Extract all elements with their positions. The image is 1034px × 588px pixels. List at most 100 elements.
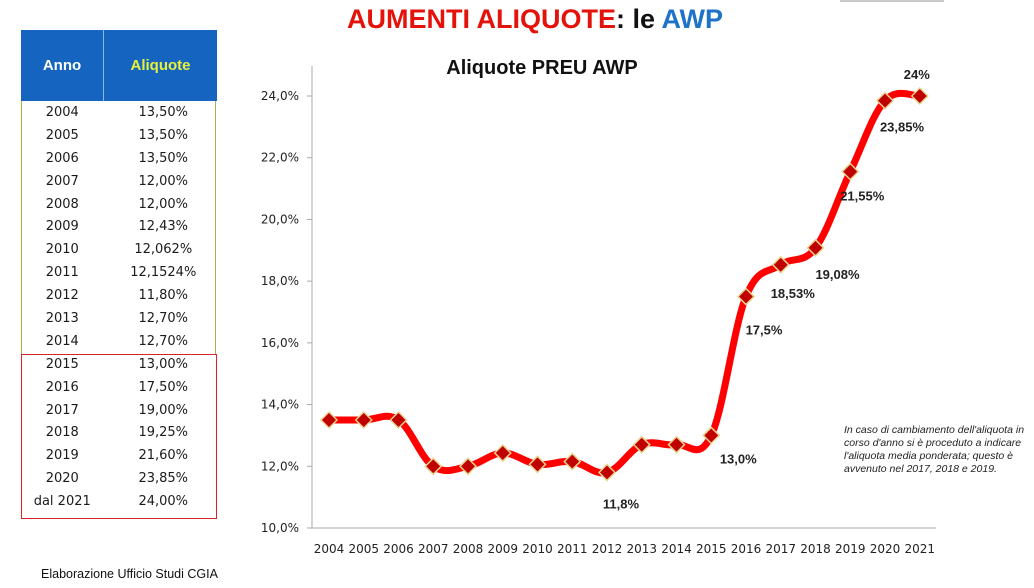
data-point-marker (771, 255, 790, 274)
title-part-le: : le (615, 4, 662, 34)
table-body: 2004 13,50% 2005 13,50% 2006 13,50% 2007 12,00%… (21, 101, 217, 513)
cell-anno: 2012 (45, 288, 79, 304)
y-ticks: 10,0% 12,0% 14,0% 16,0% 18,0% 20,0% 22,0% 24,0% (261, 89, 312, 535)
data-point-marker (702, 426, 721, 445)
x-tick-label: 2004 (314, 542, 345, 556)
cell-anno: 2020 (45, 471, 79, 487)
cell-anno: 2019 (45, 448, 79, 464)
data-label: 13,0% (720, 451, 757, 466)
chart-note: In caso di cambiamento dell'aliquota in … (844, 424, 1025, 475)
table-row: 2018 19,25% (21, 421, 217, 444)
x-tick-label: 2018 (800, 542, 831, 556)
y-tick-label: 22,0% (261, 151, 299, 165)
cell-aliquota: 13,50% (138, 150, 189, 166)
x-tick-label: 2014 (661, 542, 692, 556)
y-tick-label: 18,0% (261, 274, 299, 288)
page-title: AUMENTI ALIQUOTE: le AWP (250, 4, 820, 35)
table-row: 2016 17,50% (21, 376, 217, 399)
table-row: dal 2021 24,00% (21, 490, 217, 513)
x-tick-label: 2015 (696, 542, 727, 556)
cell-anno: 2013 (45, 310, 79, 326)
table-row: 2017 19,00% (21, 399, 217, 422)
cell-anno: 2004 (45, 104, 79, 120)
data-label: 21,55% (840, 189, 885, 204)
table-row: 2009 12,43% (21, 215, 217, 238)
data-markers (319, 86, 929, 482)
chart-title: Aliquote PREU AWP (446, 57, 637, 79)
cell-anno: 2015 (45, 356, 79, 372)
title-part-aumenti: AUMENTI ALIQUOTE (346, 4, 616, 34)
cell-aliquota: 12,00% (138, 196, 189, 212)
data-label: 23,85% (880, 120, 925, 135)
x-tick-label: 2020 (870, 542, 901, 556)
data-point-marker (597, 463, 617, 482)
data-label: 19,08% (815, 267, 860, 282)
cell-anno: 2008 (45, 196, 79, 212)
x-tick-label: 2010 (522, 542, 553, 556)
cell-anno: 2011 (45, 265, 79, 281)
table-row: 2012 11,80% (21, 284, 217, 307)
cell-aliquota: 19,25% (138, 425, 189, 441)
cell-aliquota: 12,00% (138, 173, 189, 189)
data-point-marker (875, 91, 895, 110)
data-point-marker (736, 287, 756, 306)
x-ticks: 2004 2005 2006 2007 2008 2009 2010 2011 2012 2013… (314, 542, 935, 556)
data-point-marker (563, 452, 582, 471)
data-point-marker (354, 410, 373, 430)
table-row: 2008 12,00% (21, 193, 217, 216)
cell-aliquota: 12,70% (138, 310, 189, 326)
y-tick-label: 14,0% (261, 398, 299, 412)
cell-aliquota: 11,80% (138, 288, 189, 304)
cell-anno: 2006 (45, 150, 79, 166)
x-tick-label: 2016 (731, 542, 762, 556)
table-row: 2014 12,70% (21, 330, 217, 353)
table-row: 2007 12,00% (21, 170, 217, 193)
data-label: 18,53% (771, 286, 816, 301)
data-label: 17,5% (746, 323, 783, 338)
data-point-marker (841, 162, 860, 181)
y-tick-label: 24,0% (261, 89, 299, 103)
cell-aliquota: 19,00% (138, 402, 189, 418)
cell-aliquota: 24,00% (138, 494, 189, 510)
cell-anno: 2010 (45, 242, 79, 258)
cell-anno: 2014 (45, 333, 79, 349)
logo-remnant-line (840, 0, 944, 2)
table-row: 2011 12,1524% (21, 261, 217, 284)
x-tick-label: 2013 (626, 542, 657, 556)
y-tick-label: 20,0% (261, 212, 299, 226)
table-header-row: Anno Aliquote (21, 30, 217, 101)
cell-aliquota: 12,062% (134, 242, 193, 258)
x-tick-label: 2011 (557, 542, 588, 556)
aliquote-table: Anno Aliquote 2004 13,50% 2005 13,50% 2006 13… (21, 30, 217, 513)
data-point-marker (667, 435, 686, 454)
x-tick-label: 2017 (765, 542, 796, 556)
table-row: 2015 13,00% (21, 353, 217, 376)
data-point-marker (632, 435, 651, 454)
table-row: 2006 13,50% (21, 147, 217, 170)
x-tick-label: 2005 (348, 542, 379, 556)
data-point-marker (910, 86, 929, 106)
x-tick-label: 2021 (904, 542, 935, 556)
cell-anno: 2007 (45, 173, 79, 189)
y-tick-label: 12,0% (261, 459, 299, 473)
cell-anno: 2016 (45, 379, 79, 395)
data-point-marker (806, 238, 825, 257)
data-point-marker (528, 455, 547, 474)
data-point-marker (319, 410, 339, 430)
table-row: 2020 23,85% (21, 467, 217, 490)
series-line (325, 89, 924, 477)
data-point-marker (493, 443, 512, 463)
cell-anno: 2017 (45, 402, 79, 418)
x-tick-label: 2019 (835, 542, 866, 556)
table-row: 2013 12,70% (21, 307, 217, 330)
data-point-marker (389, 410, 408, 430)
cell-aliquota: 12,43% (138, 219, 189, 235)
cell-anno: 2005 (45, 127, 79, 143)
title-part-awp: AWP (661, 4, 724, 34)
y-tick-label: 10,0% (261, 521, 299, 535)
data-labels: 11,8% 13,0% 17,5% 18,53% 19,08% 21,55% 23,85% 2… (603, 67, 930, 511)
footer-source: Elaborazione Ufficio Studi CGIA (41, 567, 218, 581)
cell-aliquota: 17,50% (138, 379, 189, 395)
data-point-marker (424, 457, 443, 476)
